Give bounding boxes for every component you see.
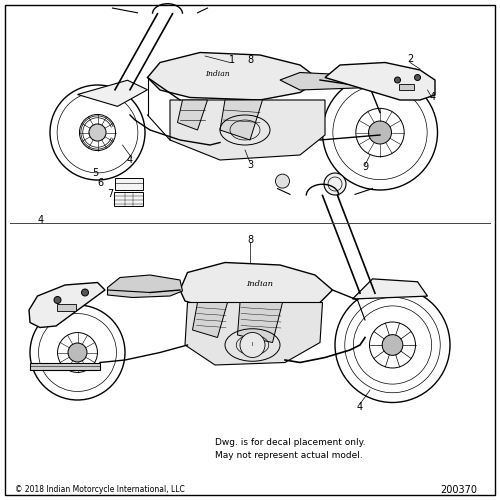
Polygon shape	[180, 262, 332, 310]
Text: Indian: Indian	[205, 70, 230, 78]
Text: 7: 7	[107, 189, 113, 199]
Circle shape	[68, 343, 87, 362]
Polygon shape	[170, 100, 325, 160]
Text: 4: 4	[127, 155, 133, 165]
Circle shape	[368, 121, 392, 144]
Polygon shape	[325, 62, 435, 100]
Polygon shape	[185, 302, 322, 365]
Text: I: I	[252, 342, 254, 347]
Text: 8: 8	[247, 55, 253, 65]
Bar	[56, 304, 76, 311]
Text: 8: 8	[247, 235, 253, 245]
Circle shape	[324, 173, 346, 195]
Text: 4: 4	[430, 92, 436, 102]
Text: 200370: 200370	[440, 485, 477, 495]
Circle shape	[82, 289, 88, 296]
Bar	[399, 84, 414, 90]
Text: 4: 4	[38, 215, 44, 225]
Circle shape	[382, 334, 403, 355]
Text: 1: 1	[230, 55, 235, 65]
Polygon shape	[30, 362, 100, 370]
Circle shape	[240, 332, 265, 357]
Polygon shape	[29, 282, 105, 328]
Text: 4: 4	[357, 402, 363, 412]
Text: 5: 5	[92, 168, 98, 177]
Polygon shape	[352, 279, 428, 299]
Polygon shape	[178, 100, 208, 130]
Polygon shape	[238, 302, 282, 343]
Text: May not represent actual model.: May not represent actual model.	[215, 450, 363, 460]
Text: 9: 9	[362, 162, 368, 172]
Circle shape	[54, 296, 61, 304]
Circle shape	[89, 124, 106, 141]
Polygon shape	[78, 80, 148, 106]
Bar	[115, 178, 142, 190]
Text: © 2018 Indian Motorcycle International, LLC: © 2018 Indian Motorcycle International, …	[15, 486, 185, 494]
Text: 2: 2	[407, 54, 413, 64]
Polygon shape	[148, 52, 320, 100]
Text: 6: 6	[97, 178, 103, 188]
Circle shape	[276, 174, 289, 188]
Polygon shape	[280, 72, 375, 90]
Text: Indian: Indian	[246, 280, 274, 288]
Polygon shape	[108, 275, 182, 297]
Text: Dwg. is for decal placement only.: Dwg. is for decal placement only.	[215, 438, 366, 447]
Circle shape	[414, 74, 420, 80]
Circle shape	[394, 77, 400, 83]
Text: 3: 3	[247, 160, 253, 170]
Polygon shape	[220, 100, 262, 140]
Polygon shape	[192, 302, 228, 338]
Bar	[114, 192, 143, 206]
